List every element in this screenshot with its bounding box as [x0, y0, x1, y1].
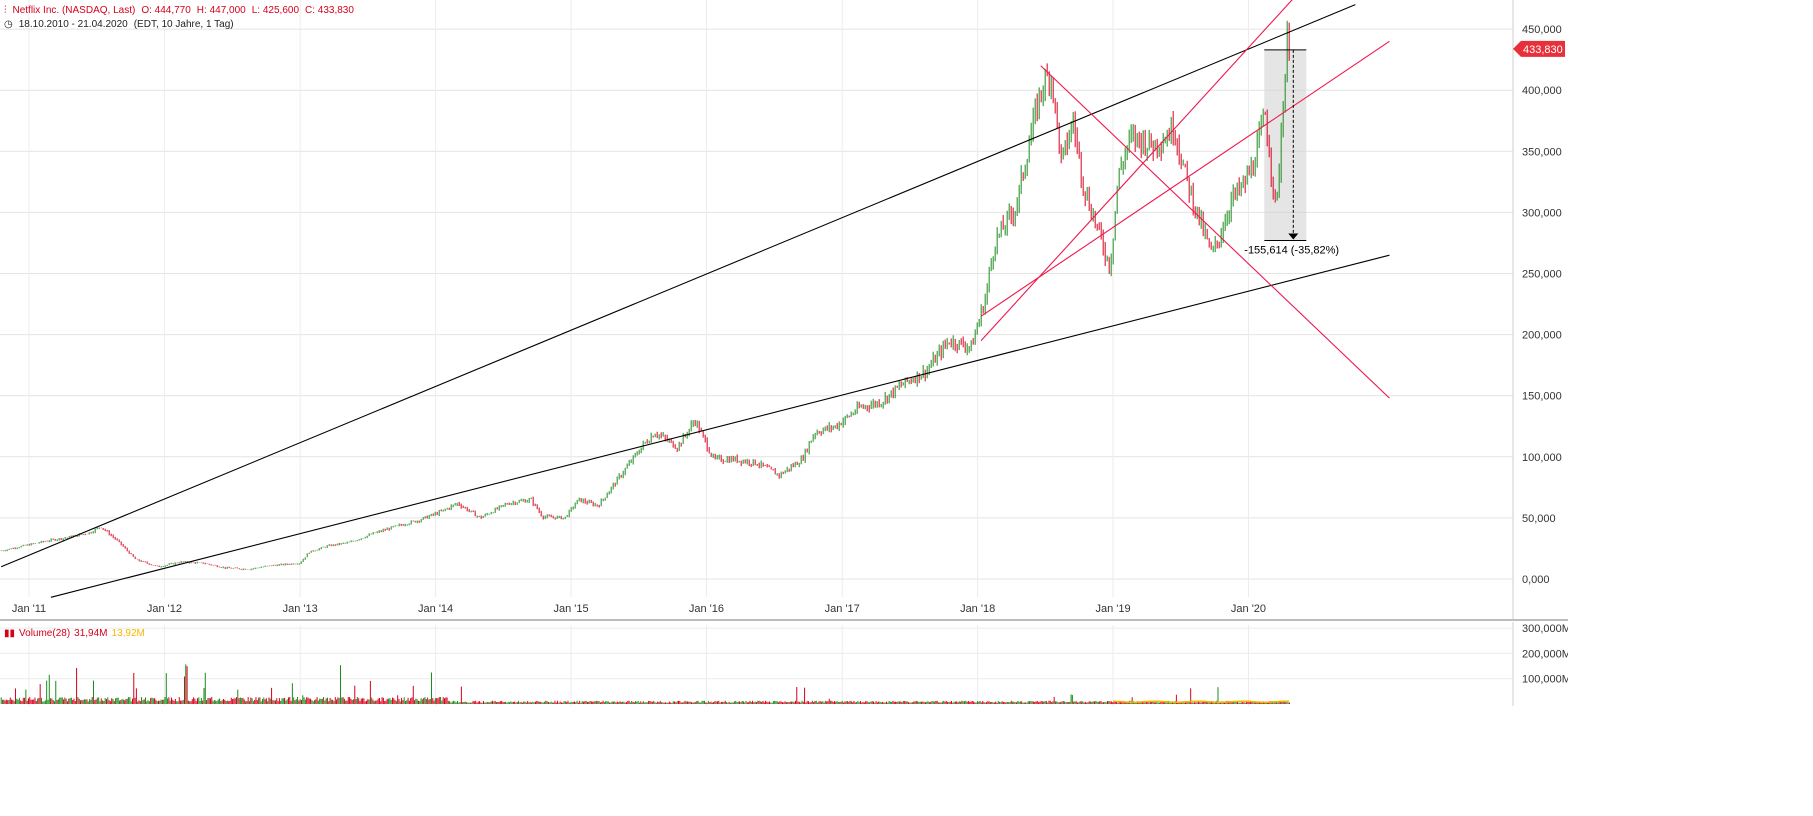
price-tick-label: 200,000	[1522, 330, 1562, 342]
price-tick-label: 0,000	[1522, 574, 1550, 586]
date-axis: Jan '11 Jan '12 Jan '13 Jan '14 Jan '15 Jan '…	[12, 603, 1266, 615]
trendline	[50, 254, 1390, 598]
volume-avg: 13,92M	[111, 628, 145, 639]
volume-label: Volume(28)	[19, 628, 71, 639]
trendline	[1040, 65, 1390, 399]
trendline	[980, 0, 1293, 342]
volume-bars	[0, 664, 1290, 704]
date-tick-label: Jan '14	[418, 603, 453, 615]
price-marker-shape	[1513, 40, 1565, 57]
volume-value: 31,94M	[74, 628, 108, 639]
date-tick-label: Jan '13	[283, 603, 318, 615]
price-axis: 450,000 400,000 350,000 300,000 250,000 200,0…	[1522, 24, 1562, 586]
candles-icon: ⫶	[4, 5, 7, 16]
ohlc-close: C: 433,830	[305, 5, 354, 16]
date-tick-label: Jan '15	[553, 603, 588, 615]
candles	[0, 20, 1290, 571]
trendlines[interactable]	[0, 0, 1390, 598]
price-tick-label: 350,000	[1522, 146, 1562, 158]
date-range: 18.10.2010 - 21.04.2020	[18, 19, 128, 30]
measure-arrow-head	[1288, 233, 1299, 240]
trendline	[0, 4, 1356, 568]
price-tick-label: 150,000	[1522, 391, 1562, 403]
ohlc-low: L: 425,600	[251, 5, 299, 16]
date-tick-label: Jan '11	[12, 603, 46, 615]
date-tick-label: Jan '17	[825, 603, 860, 615]
price-tick-label: 250,000	[1522, 269, 1562, 281]
date-tick-label: Jan '20	[1231, 603, 1266, 615]
range-meta: (EDT, 10 Jahre, 1 Tag)	[133, 19, 234, 30]
date-tick-label: Jan '12	[147, 603, 182, 615]
chart-grid	[0, 0, 1568, 706]
measure-label: -155,614 (-35,82%)	[1244, 245, 1339, 257]
volume-icon: ▮▮	[4, 628, 16, 639]
date-tick-label: Jan '16	[689, 603, 724, 615]
price-marker-label: 433,830	[1523, 44, 1563, 56]
measure-tool[interactable]	[1264, 49, 1307, 242]
volume-average-line	[1113, 700, 1290, 703]
clock-icon: ◷	[4, 19, 13, 30]
price-tick-label: 450,000	[1522, 24, 1562, 36]
price-tick-label: 100,000	[1522, 452, 1562, 464]
price-tick-label: 400,000	[1522, 85, 1562, 97]
date-tick-label: Jan '18	[960, 603, 995, 615]
instrument-name: Netflix Inc. (NASDAQ, Last)	[12, 5, 136, 16]
volume-legend: ▮▮ Volume(28) 31,94M 13,92M	[4, 628, 149, 639]
volume-tick-label: 200,000M	[1522, 648, 1568, 660]
date-tick-label: Jan '19	[1095, 603, 1130, 615]
volume-tick-label: 100,000M	[1522, 674, 1568, 686]
ohlc-open: O: 444,770	[141, 5, 191, 16]
price-tick-label: 50,000	[1522, 513, 1556, 525]
price-marker: 433,830	[1513, 40, 1565, 57]
ohlc-high: H: 447,000	[196, 5, 246, 16]
date-range-header: ◷ 18.10.2010 - 21.04.2020 (EDT, 10 Jahre, …	[4, 19, 240, 30]
trendline	[980, 40, 1390, 317]
price-tick-label: 300,000	[1522, 207, 1562, 219]
chart-canvas: 450,000 400,000 350,000 300,000 250,000 200,0…	[0, 0, 1568, 706]
volume-axis: 300,000M 200,000M 100,000M	[1522, 623, 1568, 686]
instrument-header: ⫶ Netflix Inc. (NASDAQ, Last) O: 444,770 H:…	[4, 5, 360, 16]
volume-tick-label: 300,000M	[1522, 623, 1568, 635]
